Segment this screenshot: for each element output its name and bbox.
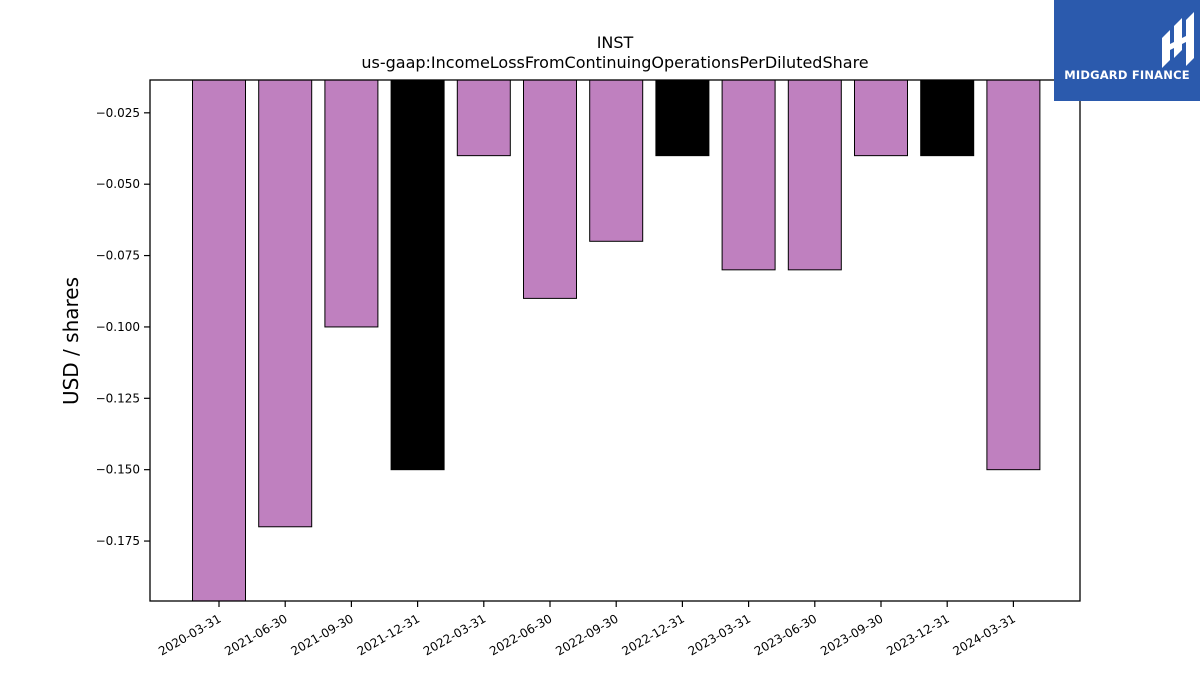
bar-2023-09-30 bbox=[854, 79, 908, 157]
x-tick-label: 2021-06-30 bbox=[222, 611, 289, 658]
bar-2021-09-30 bbox=[324, 79, 379, 328]
bar-2022-12-31 bbox=[655, 79, 710, 157]
y-tick-label: −0.100 bbox=[96, 320, 140, 334]
y-tick-label: −0.150 bbox=[96, 463, 140, 477]
brand-name: MIDGARD FINANCE bbox=[1064, 68, 1190, 82]
bars-group bbox=[192, 79, 1041, 602]
chart-subtitle: us-gaap:IncomeLossFromContinuingOperatio… bbox=[361, 53, 868, 72]
x-tick-label: 2024-03-31 bbox=[950, 611, 1017, 658]
y-tick-label: −0.050 bbox=[96, 177, 140, 191]
x-tick-label: 2023-06-30 bbox=[752, 611, 819, 658]
y-axis-label: USD / shares bbox=[59, 277, 83, 405]
x-tick-label: 2023-09-30 bbox=[818, 611, 885, 658]
x-tick-label: 2022-09-30 bbox=[553, 611, 620, 658]
x-tick-label: 2022-03-31 bbox=[421, 611, 488, 658]
midgard-logo-icon bbox=[1162, 12, 1194, 68]
bar-2020-03-31 bbox=[192, 79, 246, 602]
x-tick-label: 2023-12-31 bbox=[884, 611, 951, 658]
x-tick-label: 2020-03-31 bbox=[156, 611, 223, 658]
x-tick-label: 2022-12-31 bbox=[619, 611, 686, 658]
bar-2022-03-31 bbox=[456, 79, 511, 157]
bar-2022-09-30 bbox=[589, 79, 644, 242]
plot-frame bbox=[149, 79, 1081, 602]
bar-2023-03-31 bbox=[721, 79, 776, 271]
bar-2021-06-30 bbox=[258, 79, 313, 528]
x-tick-label: 2021-09-30 bbox=[288, 611, 355, 658]
bar-2024-03-31 bbox=[986, 79, 1041, 471]
bar-2023-06-30 bbox=[787, 79, 842, 271]
x-tick-label: 2023-03-31 bbox=[686, 611, 753, 658]
bar-2021-12-31 bbox=[390, 79, 445, 471]
brand-logo: MIDGARD FINANCE bbox=[1054, 0, 1200, 101]
x-tick-label: 2021-12-31 bbox=[355, 611, 422, 658]
bar-2022-06-30 bbox=[523, 79, 577, 299]
y-tick-label: −0.125 bbox=[96, 391, 140, 405]
y-tick-label: −0.075 bbox=[96, 249, 140, 263]
x-tick-label: 2022-06-30 bbox=[487, 611, 554, 658]
bar-2023-12-31 bbox=[920, 79, 975, 157]
y-tick-label: −0.175 bbox=[96, 534, 140, 548]
chart-title: INST bbox=[597, 33, 634, 52]
y-tick-label: −0.025 bbox=[96, 106, 140, 120]
